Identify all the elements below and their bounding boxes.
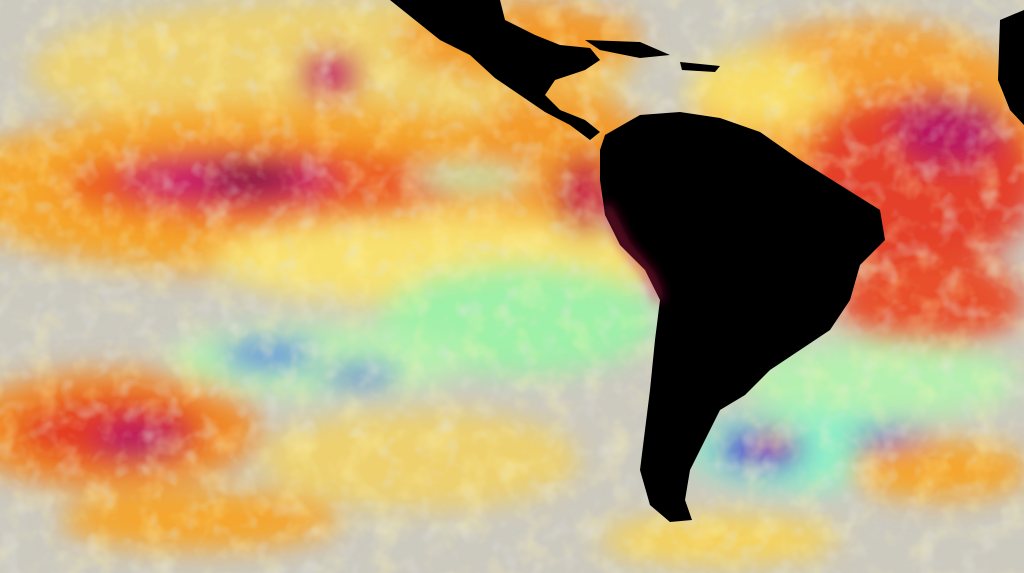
caribbean-islands bbox=[585, 40, 720, 72]
land bbox=[390, 0, 1024, 522]
north-central-america bbox=[390, 0, 600, 140]
africa-edge bbox=[998, 10, 1024, 125]
coastal-warm-streak bbox=[602, 203, 663, 302]
south-america bbox=[600, 112, 885, 522]
